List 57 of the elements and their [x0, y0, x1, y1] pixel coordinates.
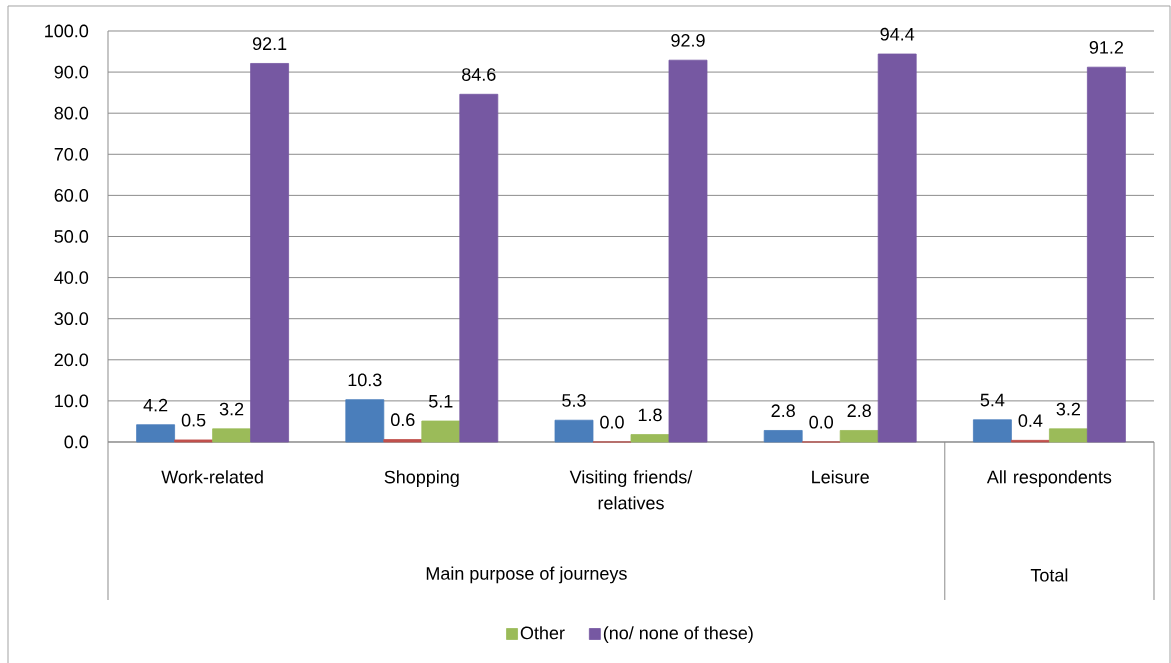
- bar: [136, 424, 176, 443]
- y-tick-label: 10.0: [55, 394, 89, 408]
- data-label: 92.1: [252, 37, 287, 51]
- data-label: 3.2: [219, 402, 244, 416]
- y-tick-label: 90.0: [54, 65, 89, 79]
- bar: [554, 419, 594, 443]
- data-label: 5.3: [562, 394, 586, 407]
- data-label: 84.6: [462, 68, 496, 81]
- bar: [250, 63, 289, 443]
- data-label: 0.0: [600, 415, 624, 429]
- text: Main purpose of journeys: [426, 566, 627, 584]
- data-label: 5.1: [429, 395, 453, 408]
- data-label: 2.8: [847, 404, 871, 418]
- y-tick-label: 60.0: [54, 189, 89, 202]
- bar: [763, 430, 803, 443]
- data-label: 0.6: [391, 413, 415, 427]
- bar: [972, 419, 1012, 443]
- text: Total: [1030, 568, 1068, 582]
- bar: [839, 430, 879, 443]
- data-label: 2.8: [771, 404, 795, 418]
- bar: [383, 439, 423, 443]
- data-label: 1.8: [638, 408, 662, 422]
- y-tick-label: 50.0: [54, 230, 89, 243]
- data-label: 10.3: [348, 373, 382, 387]
- bar: [877, 53, 917, 443]
- bar: [174, 439, 213, 443]
- x-tick-label: Leisure: [812, 470, 869, 484]
- x-tick-label: All respondents: [986, 470, 1112, 487]
- data-label: 0.5: [181, 413, 206, 427]
- y-tick-label: 100.0: [45, 24, 89, 38]
- bar: [212, 428, 251, 443]
- y-tick-label: 30.0: [54, 312, 89, 326]
- x-tick-label: Visiting friends/ relatives: [569, 470, 693, 510]
- data-label: 92.9: [671, 34, 705, 47]
- data-label: 0.0: [809, 415, 834, 429]
- data-label: 91.2: [1089, 41, 1124, 54]
- y-tick-label: 80.0: [54, 106, 89, 120]
- legend-label: Other: [520, 626, 565, 640]
- y-tick-label: 20.0: [54, 353, 89, 367]
- bar: [421, 420, 461, 443]
- data-label: 3.2: [1056, 402, 1081, 416]
- y-tick-label: 70.0: [54, 147, 89, 161]
- y-tick-label: 0.0: [64, 435, 89, 449]
- bar: [345, 399, 385, 443]
- data-label: 0.4: [1018, 414, 1043, 427]
- bar: [630, 434, 670, 443]
- bar: [1048, 428, 1088, 443]
- data-label: 94.4: [880, 27, 915, 41]
- x-tick-label: Shopping: [384, 470, 459, 487]
- y-tick-label: 40.0: [54, 271, 89, 284]
- bar: [459, 93, 499, 443]
- x-tick-label: Work-related: [161, 470, 263, 484]
- legend-label: (no/ none of these): [603, 626, 753, 643]
- data-label: 5.4: [980, 393, 1005, 407]
- bar: [1086, 66, 1126, 443]
- data-label: 4.2: [143, 398, 168, 412]
- bar: [668, 59, 708, 443]
